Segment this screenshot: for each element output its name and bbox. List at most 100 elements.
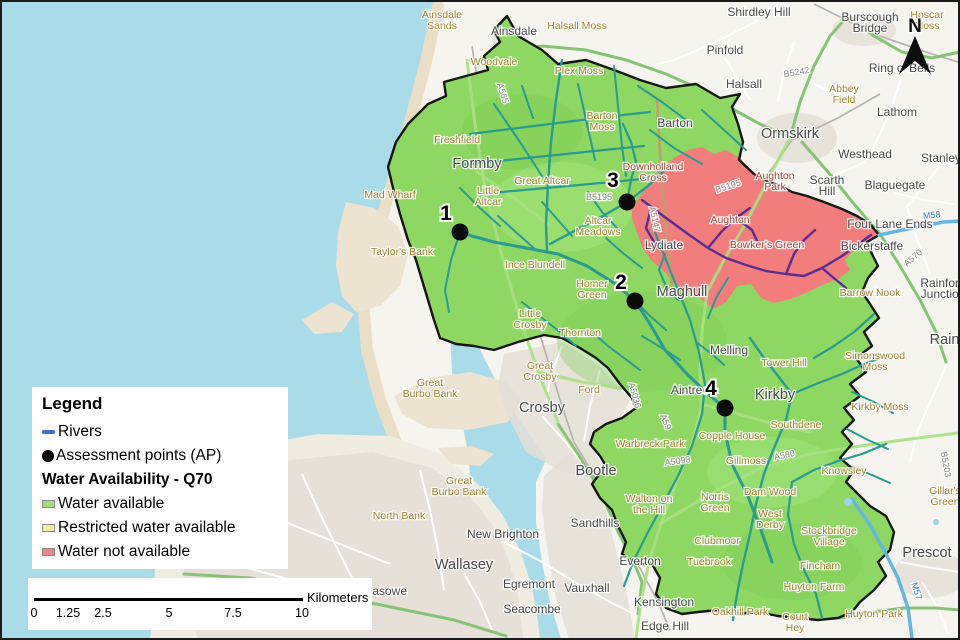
legend-ap-label: Assessment points (AP) [56, 447, 222, 464]
map-label-formby: Formby [452, 156, 502, 172]
map-label-halsall: Halsall [726, 77, 762, 91]
map-label-a5098: A5098 [664, 454, 691, 468]
map-label-stanley: Stanley [921, 151, 958, 165]
map-label-homer-green: Homer Green [576, 278, 608, 301]
river-restricted-0 [640, 198, 873, 278]
map-label-plex-moss: Plex Moss [555, 65, 603, 77]
river-35 [521, 301, 577, 347]
river-9 [493, 103, 543, 177]
map-label-kensington: Kensington [634, 595, 694, 609]
map-label-altcar-meadows: Altcar Meadows [576, 215, 621, 238]
assessment-point-4 [716, 399, 734, 417]
scale-bar-line [34, 598, 303, 601]
legend-item-water-available: Water available [42, 492, 278, 516]
map-label-rainford: Rainford [930, 332, 958, 348]
river-20 [605, 237, 643, 269]
map-label-aughton-park: Aughton Park [755, 170, 794, 193]
water-not-available-swatch [42, 548, 55, 556]
map-label-ainsdale-sands: Ainsdale Sands [422, 9, 462, 32]
map-label-mad-wharf: Mad Wharf [364, 189, 415, 201]
map-label-little-crosby: Little Crosby [513, 308, 547, 331]
legend-item-restricted-water: Restricted water available [42, 516, 278, 540]
sandbank-0 [336, 202, 408, 312]
map-label-aughton: Aughton [710, 214, 749, 226]
map-label-melling: Melling [710, 343, 748, 357]
river-restricted-3 [784, 228, 817, 276]
green-texture-1 [557, 292, 727, 392]
map-label-tower-hill: Tower Hill [761, 357, 807, 369]
scale-tick-0: 0 [30, 606, 38, 620]
river-26 [790, 442, 888, 484]
legend-title: Legend [42, 394, 103, 413]
map-label-prescot: Prescot [902, 545, 951, 561]
map-label-gillmoss: Gillmoss [726, 455, 766, 467]
sandbank-1 [302, 302, 354, 334]
legend-rivers-label: Rivers [58, 423, 102, 440]
minor-road-0 [641, 19, 760, 69]
minor-road-10 [583, 369, 601, 443]
urban-town-2 [894, 550, 958, 598]
river-18 [459, 187, 501, 227]
assessment-point-3 [618, 193, 636, 211]
map-label-ormskirk: Ormskirk [761, 126, 820, 142]
urban-area-2 [542, 454, 635, 638]
map-label-wallasey: Wallasey [435, 557, 494, 573]
river-restricted-4 [644, 210, 656, 244]
map-label-crosby: Crosby [519, 400, 566, 416]
sandbank-2 [394, 372, 522, 430]
a-road-9 [838, 606, 958, 620]
assessment-point-1 [451, 223, 469, 241]
scale-tick-5: 5 [165, 606, 173, 620]
catchment-road-3 [705, 136, 792, 294]
minor-road-15 [419, 469, 445, 591]
map-label-westhead: Westhead [838, 147, 892, 161]
map-label-bickerstaffe: Bickerstaffe [841, 239, 904, 253]
minor-road-12 [463, 572, 493, 631]
river-15 [521, 85, 534, 119]
green-texture-0 [462, 94, 582, 170]
legend-item-rivers: Rivers [42, 420, 278, 444]
river-23 [731, 336, 794, 622]
a-road-2 [800, 140, 882, 236]
lake-0 [844, 498, 852, 506]
map-label-everton: Everton [619, 554, 660, 568]
map-label-shirdley-hill: Shirdley Hill [727, 5, 790, 19]
river-7 [478, 176, 652, 196]
map-label-maghull: Maghull [657, 284, 708, 300]
map-label-fincham: Fincham [800, 560, 841, 572]
water-not-available-zone [632, 147, 879, 309]
map-label-north-bank: North Bank [373, 510, 426, 522]
minor-road-5 [905, 165, 941, 209]
river-restricted-2 [734, 216, 761, 247]
map-label-pinfold: Pinfold [707, 43, 744, 57]
map-label-little-altcar: Little Altcar [475, 185, 502, 208]
lake-1 [933, 519, 939, 525]
legend-panel: Legend Rivers Assessment points (AP) Wat… [32, 387, 288, 569]
map-label-walton-on-the-hill: Walton on the Hill [626, 493, 673, 516]
scale-tick-1.25: 1.25 [55, 606, 81, 620]
map-label-new-brighton: New Brighton [467, 527, 539, 541]
legend-water-available-label: Water available [58, 495, 165, 512]
assessment-point-label-2: 2 [615, 271, 627, 294]
river-25 [812, 312, 876, 360]
map-label-lydiate: Lydiate [645, 238, 684, 252]
map-label-egremont: Egremont [503, 577, 556, 591]
map-label-halsall-moss: Halsall Moss [547, 20, 607, 32]
map-label-lathom: Lathom [877, 105, 917, 119]
green-texture-2 [722, 524, 862, 600]
map-label-kirkby-moss: Kirkby Moss [851, 401, 908, 413]
scale-tick-10: 10 [295, 606, 309, 620]
river-27 [786, 480, 824, 620]
map-label-southdene: Southdene [771, 419, 822, 431]
map-label-court-hey: Court Hey [782, 611, 808, 634]
legend-item-water-not-available: Water not available [42, 540, 278, 564]
map-label-b5195: B5195 [586, 192, 612, 202]
map-label-great-altcar: Great Altcar [514, 175, 570, 187]
legend-water-not-available-label: Water not available [58, 543, 191, 560]
river-32 [851, 466, 891, 484]
map-label-seacombe: Seacombe [503, 602, 561, 616]
a-road-3 [878, 232, 948, 364]
river-8 [544, 58, 564, 254]
map-label-great-burbo-bank: Great Burbo Bank [403, 377, 459, 400]
